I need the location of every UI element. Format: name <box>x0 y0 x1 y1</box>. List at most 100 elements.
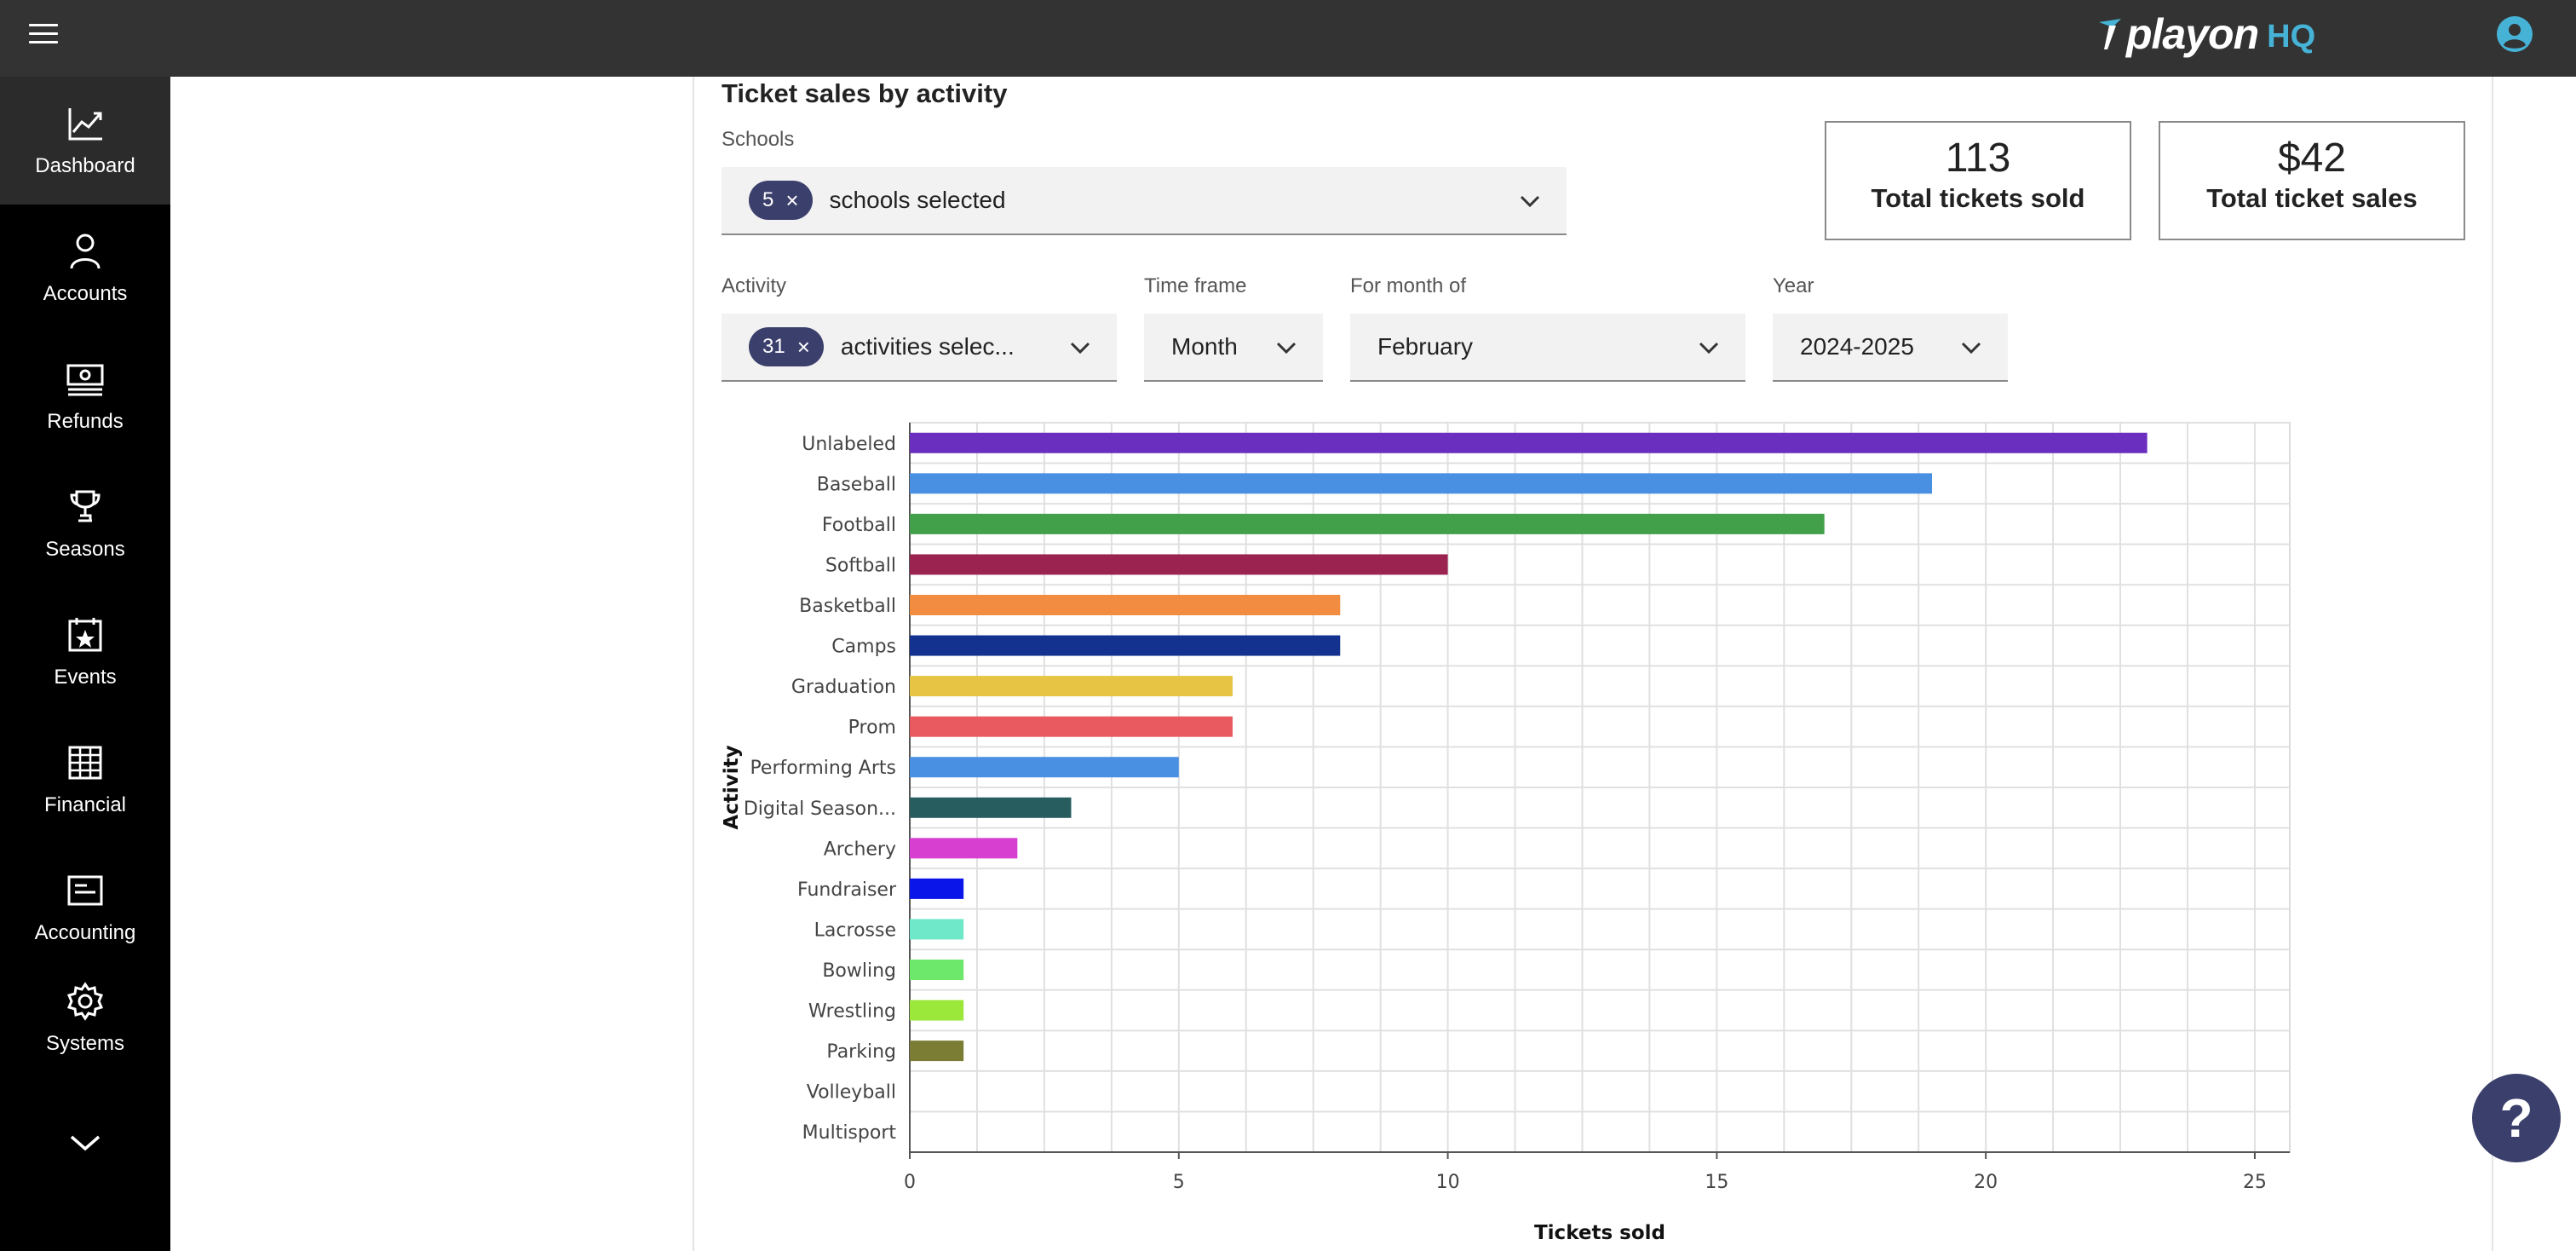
bar-prom[interactable] <box>910 716 1233 737</box>
schools-value: schools selected <box>829 187 1006 213</box>
panel-border-left <box>693 77 694 1251</box>
sidebar-item-accounting[interactable]: Accounting <box>0 844 170 971</box>
sidebar-item-dashboard[interactable]: Dashboard <box>0 77 170 205</box>
total-sales-label: Total ticket sales <box>2206 183 2418 213</box>
category-label: Baseball <box>817 474 896 495</box>
category-label: Basketball <box>799 596 896 617</box>
x-tick-label: 20 <box>1974 1172 1998 1193</box>
category-label: Volleyball <box>807 1082 896 1104</box>
timeframe-select[interactable]: Month <box>1144 314 1323 382</box>
sidebar-item-seasons[interactable]: Seasons <box>0 460 170 588</box>
table-grid-icon <box>68 746 102 780</box>
sidebar-item-label: Systems <box>45 1032 124 1055</box>
category-label: Graduation <box>791 677 896 698</box>
category-label: Fundraiser <box>797 879 897 901</box>
logo-text: playon <box>2126 10 2259 58</box>
month-select[interactable]: February <box>1350 314 1745 382</box>
timeframe-label: Time frame <box>1144 274 1247 297</box>
bar-wrestling[interactable] <box>910 1000 964 1021</box>
chevron-down-icon <box>1276 342 1297 355</box>
trophy-icon <box>70 490 101 522</box>
sidebar-item-systems[interactable]: Systems <box>0 963 170 1074</box>
category-label: Football <box>822 515 896 536</box>
close-icon[interactable]: × <box>796 333 810 360</box>
category-label: Prom <box>848 718 896 739</box>
bar-performing-arts[interactable] <box>910 757 1179 778</box>
activity-bar-chart: Unlabeled Baseball Football Softball Basketb… <box>721 422 2291 1244</box>
bar-baseball[interactable] <box>910 473 1932 494</box>
help-button[interactable]: ? <box>2472 1074 2561 1162</box>
category-label: Unlabeled <box>802 434 896 455</box>
y-axis-label: Activity <box>721 745 743 829</box>
x-axis-label: Tickets sold <box>1534 1222 1665 1244</box>
x-tick-label: 5 <box>1173 1172 1185 1193</box>
sidebar-item-label: Seasons <box>45 538 125 561</box>
cash-icon <box>66 364 104 396</box>
schools-count-chip[interactable]: 5 × <box>749 181 813 220</box>
total-tickets-label: Total tickets sold <box>1871 183 2085 213</box>
bar-digital-season[interactable] <box>910 797 1072 818</box>
category-label: Lacrosse <box>814 920 896 941</box>
schools-label: Schools <box>722 128 795 151</box>
bar-lacrosse[interactable] <box>910 919 964 940</box>
sidebar-item-label: Dashboard <box>35 154 135 177</box>
activity-value: activities selec... <box>840 333 1015 360</box>
year-select[interactable]: 2024-2025 <box>1773 314 2008 382</box>
chevron-down-icon <box>1699 342 1719 355</box>
year-label: Year <box>1773 274 1814 297</box>
chart-bars <box>910 432 2148 1062</box>
hamburger-menu-icon[interactable] <box>29 24 58 46</box>
category-label: Softball <box>825 555 896 576</box>
chip-count: 31 <box>762 335 785 358</box>
person-icon <box>70 233 101 269</box>
bar-unlabeled[interactable] <box>910 432 2148 453</box>
category-label: Bowling <box>822 960 896 982</box>
user-account-icon[interactable] <box>2496 15 2533 53</box>
chevron-down-icon[interactable] <box>66 1130 104 1156</box>
bar-camps[interactable] <box>910 635 1341 656</box>
logo-suffix: HQ <box>2267 18 2316 55</box>
bar-basketball[interactable] <box>910 595 1341 615</box>
gear-icon <box>66 982 104 1021</box>
sidebar-item-events[interactable]: Events <box>0 588 170 716</box>
playon-logo[interactable]: playon HQ <box>2097 7 2315 61</box>
close-icon[interactable]: × <box>785 187 799 213</box>
bar-football[interactable] <box>910 513 1825 534</box>
schools-select[interactable]: 5 × schools selected <box>722 167 1567 235</box>
category-label: Archery <box>824 839 896 860</box>
chevron-down-icon <box>1070 342 1090 355</box>
activity-label: Activity <box>722 274 787 297</box>
section-title: Ticket sales by activity <box>722 78 1008 108</box>
category-label: Parking <box>826 1041 896 1063</box>
bar-fundraiser[interactable] <box>910 878 964 899</box>
bar-bowling[interactable] <box>910 960 964 980</box>
sidebar-item-label: Events <box>54 666 117 689</box>
panel-border-right <box>2492 77 2493 1251</box>
category-label: Camps <box>831 637 896 658</box>
chart-category-labels: Unlabeled Baseball Football Softball Basketb… <box>744 434 897 1144</box>
bar-parking[interactable] <box>910 1041 964 1062</box>
top-bar: playon HQ <box>0 0 2576 77</box>
month-label: For month of <box>1350 274 1467 297</box>
sidebar-item-financial[interactable]: Financial <box>0 716 170 844</box>
sidebar-item-label: Accounting <box>34 921 136 944</box>
sidebar-item-refunds[interactable]: Refunds <box>0 332 170 460</box>
activity-count-chip[interactable]: 31 × <box>749 327 824 366</box>
chevron-down-icon <box>1961 342 1981 355</box>
activity-select[interactable]: 31 × activities selec... <box>722 314 1117 382</box>
sidebar-item-accounts[interactable]: Accounts <box>0 205 170 332</box>
category-label: Performing Arts <box>750 758 896 779</box>
month-value: February <box>1377 333 1474 360</box>
bar-softball[interactable] <box>910 554 1448 575</box>
bar-graduation[interactable] <box>910 676 1233 697</box>
logo-mark-icon <box>2099 19 2121 49</box>
sidebar-item-label: Financial <box>43 793 127 816</box>
sidebar-item-label: Accounts <box>43 282 128 305</box>
chart-x-ticks: 0 5 10 15 20 25 <box>904 1152 2267 1193</box>
total-sales-card: $42 Total ticket sales <box>2159 121 2465 240</box>
x-tick-label: 10 <box>1436 1172 1460 1193</box>
chart-line-icon <box>68 108 102 141</box>
bar-archery[interactable] <box>910 838 1018 859</box>
category-label: Digital Season... <box>744 798 896 820</box>
category-label: Wrestling <box>808 1001 896 1023</box>
